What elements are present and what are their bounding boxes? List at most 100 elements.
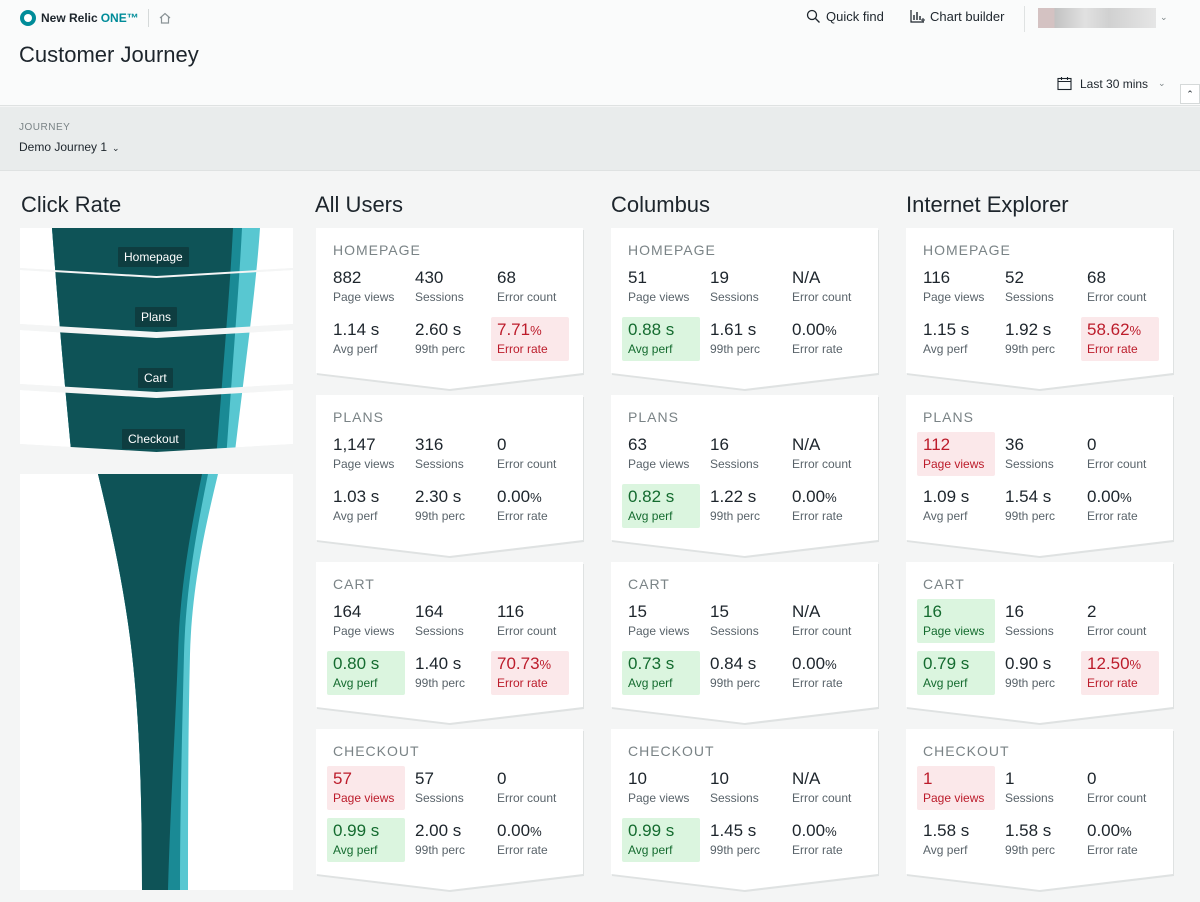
metric-page-views: 57 Page views xyxy=(327,766,405,810)
metric-error-rate: 0.00% Error rate xyxy=(786,317,864,361)
metric-value: 15 xyxy=(628,602,647,621)
error-rate-number: 58.62 xyxy=(1087,320,1130,339)
metric-value: 0.00% xyxy=(497,821,569,841)
collapse-header-button[interactable]: ⌃ xyxy=(1180,84,1200,104)
quick-find-button[interactable]: Quick find xyxy=(806,9,884,24)
metric-error-count: N/A Error count xyxy=(786,766,864,810)
metric-value: 10 xyxy=(710,769,729,788)
metric-value: 0 xyxy=(1087,769,1097,788)
time-range-label: Last 30 mins xyxy=(1080,76,1149,91)
metric-value: 68 xyxy=(497,268,516,287)
metric-value: 0.00% xyxy=(1087,821,1159,841)
chart-builder-button[interactable]: Chart builder xyxy=(910,9,1004,24)
metric-p99: 1.22 s 99th perc xyxy=(704,484,782,528)
all-users-heading: All Users xyxy=(315,192,404,217)
metric-card-internet-explorer-checkout[interactable]: CHECKOUT 1 Page views 1 Sessions 0 Error count… xyxy=(906,729,1174,892)
metric-avg-perf: 0.99 s Avg perf xyxy=(327,818,405,862)
metric-sessions: 57 Sessions xyxy=(409,766,487,810)
metric-page-views: 1 Page views xyxy=(917,766,995,810)
funnel-step-plans[interactable]: Plans xyxy=(135,307,178,327)
metric-value: 2.30 s xyxy=(415,487,462,506)
metric-label: Avg perf xyxy=(333,509,378,523)
funnel-step-cart[interactable]: Cart xyxy=(138,368,173,388)
metric-value: 0 xyxy=(1087,435,1097,454)
metric-page-views: 10 Page views xyxy=(622,766,700,810)
metric-value: 0.90 s xyxy=(1005,654,1052,673)
metric-card-columbus-checkout[interactable]: CHECKOUT 10 Page views 10 Sessions N/A Error c… xyxy=(611,729,879,892)
error-rate-number: 0.00 xyxy=(792,487,826,506)
error-rate-unit: % xyxy=(825,490,837,505)
metric-value: 0.80 s xyxy=(333,654,380,673)
metric-label: Error rate xyxy=(792,509,843,523)
error-rate-number: 0.00 xyxy=(792,320,826,339)
metric-label: Page views xyxy=(333,290,395,304)
metric-value: 0.84 s xyxy=(710,654,757,673)
metric-value: 0.82 s xyxy=(628,487,675,506)
metric-label: Error rate xyxy=(792,342,843,356)
metric-label: 99th perc xyxy=(710,509,761,523)
top-header: New Relic ONE™ Quick find Chart builder … xyxy=(0,0,1200,106)
metric-p99: 1.92 s 99th perc xyxy=(999,317,1077,361)
metric-value: 1.15 s xyxy=(923,320,970,339)
error-rate-unit: % xyxy=(825,323,837,338)
metric-sessions: 10 Sessions xyxy=(704,766,782,810)
click-rate-funnel-steps xyxy=(20,228,293,460)
user-account-menu[interactable] xyxy=(1038,8,1156,28)
card-title: HOMEPAGE xyxy=(628,242,716,258)
metric-value: 36 xyxy=(1005,435,1024,454)
card-title: CHECKOUT xyxy=(628,743,715,759)
metric-value: 0.00% xyxy=(792,320,864,340)
brand-name: New Relic xyxy=(41,11,98,25)
metric-value: 1.54 s xyxy=(1005,487,1052,506)
metric-value: 12.50% xyxy=(1087,654,1159,674)
metric-label: Error rate xyxy=(792,843,843,857)
metric-label: Sessions xyxy=(710,791,759,805)
journey-select[interactable]: Demo Journey 1 ⌄ xyxy=(19,140,120,154)
metric-value: 1.58 s xyxy=(923,821,970,840)
funnel-step-homepage[interactable]: Homepage xyxy=(118,247,189,267)
metric-card-columbus-homepage[interactable]: HOMEPAGE 51 Page views 19 Sessions N/A Error c… xyxy=(611,228,879,391)
error-rate-unit: % xyxy=(539,657,552,672)
metric-value: 0 xyxy=(497,435,507,454)
metric-label: Sessions xyxy=(415,624,464,638)
metric-value: 0.00% xyxy=(792,821,864,841)
metric-error-count: 68 Error count xyxy=(491,265,569,309)
metric-error-rate: 0.00% Error rate xyxy=(786,484,864,528)
metric-card-internet-explorer-plans[interactable]: PLANS 112 Page views 36 Sessions 0 Error count… xyxy=(906,395,1174,558)
metric-value: 430 xyxy=(415,268,444,287)
metric-value: 52 xyxy=(1005,268,1024,287)
error-rate-unit: % xyxy=(1120,490,1132,505)
metric-card-columbus-cart[interactable]: CART 15 Page views 15 Sessions N/A Error count… xyxy=(611,562,879,725)
metric-value: 164 xyxy=(415,602,444,621)
metric-value: 63 xyxy=(628,435,647,454)
error-rate-unit: % xyxy=(1129,323,1142,338)
journey-filter-bar: JOURNEY Demo Journey 1 ⌄ xyxy=(0,107,1200,171)
metric-p99: 0.90 s 99th perc xyxy=(999,651,1077,695)
metric-value: 2 xyxy=(1087,602,1097,621)
card-title: HOMEPAGE xyxy=(333,242,421,258)
chevron-down-icon[interactable]: ⌄ xyxy=(1160,12,1168,22)
metric-label: Error rate xyxy=(792,676,843,690)
metric-card-all-users-checkout[interactable]: CHECKOUT 57 Page views 57 Sessions 0 Error cou… xyxy=(316,729,584,892)
metric-card-all-users-homepage[interactable]: HOMEPAGE 882 Page views 430 Sessions 68 Error … xyxy=(316,228,584,391)
metric-card-all-users-cart[interactable]: CART 164 Page views 164 Sessions 116 Error cou… xyxy=(316,562,584,725)
metric-p99: 2.60 s 99th perc xyxy=(409,317,487,361)
home-icon[interactable] xyxy=(158,11,172,25)
metric-card-internet-explorer-cart[interactable]: CART 16 Page views 16 Sessions 2 Error count 0.… xyxy=(906,562,1174,725)
metric-card-columbus-plans[interactable]: PLANS 63 Page views 16 Sessions N/A Error coun… xyxy=(611,395,879,558)
metric-card-all-users-plans[interactable]: PLANS 1,147 Page views 316 Sessions 0 Error co… xyxy=(316,395,584,558)
metric-value: 0.99 s xyxy=(628,821,675,840)
time-range-picker[interactable]: Last 30 mins ⌄ xyxy=(1057,76,1166,91)
metric-sessions: 164 Sessions xyxy=(409,599,487,643)
funnel-step-checkout[interactable]: Checkout xyxy=(122,429,185,449)
brand-logo[interactable]: New Relic ONE™ xyxy=(20,9,172,27)
internet-explorer-heading: Internet Explorer xyxy=(906,192,1069,217)
metric-label: Avg perf xyxy=(628,342,673,356)
metric-error-rate: 7.71% Error rate xyxy=(491,317,569,361)
metric-error-count: 0 Error count xyxy=(1081,766,1159,810)
metric-label: Sessions xyxy=(710,290,759,304)
metric-value: 0.00% xyxy=(497,487,569,507)
metric-label: Sessions xyxy=(415,290,464,304)
metric-card-internet-explorer-homepage[interactable]: HOMEPAGE 116 Page views 52 Sessions 68 Error c… xyxy=(906,228,1174,391)
quick-find-label: Quick find xyxy=(826,9,884,24)
